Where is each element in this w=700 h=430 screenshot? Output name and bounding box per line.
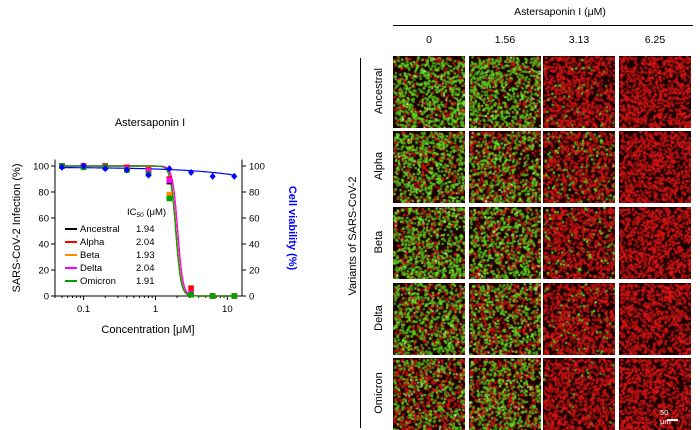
y-axis-label-left: SARS-CoV-2 Infection (%) bbox=[11, 164, 23, 293]
point-omicron bbox=[209, 293, 216, 299]
micrograph-tile bbox=[469, 131, 541, 203]
point-viability bbox=[102, 165, 109, 173]
micrograph-tile bbox=[393, 283, 465, 355]
micrograph-tile bbox=[543, 56, 615, 128]
micrograph-tile bbox=[619, 131, 691, 203]
chart-title: Astersaponin I bbox=[115, 117, 185, 129]
point-viability bbox=[145, 171, 152, 179]
point-omicron bbox=[166, 195, 173, 202]
legend: IC50 (μM) Ancestral 1.94 Alpha 2.04 Beta 1.93… bbox=[65, 207, 166, 287]
scale-bar bbox=[667, 419, 678, 421]
legend-ic50-omicron: 1.91 bbox=[136, 276, 155, 287]
point-delta bbox=[166, 177, 173, 184]
variant-label: Alpha bbox=[373, 151, 385, 181]
point-viability bbox=[231, 172, 238, 180]
micrograph-tile bbox=[619, 358, 691, 430]
point-alpha bbox=[188, 285, 194, 291]
micrograph-tile bbox=[619, 283, 691, 355]
y-tick-label-left: 40 bbox=[38, 240, 49, 251]
legend-header: IC50 (μM) bbox=[127, 207, 166, 219]
y-tick-label-left: 20 bbox=[38, 266, 49, 277]
micrograph-tile bbox=[619, 207, 691, 279]
x-tick-label: 1 bbox=[153, 304, 158, 315]
micrograph-tile bbox=[393, 207, 465, 279]
legend-label-omicron: Omicron bbox=[80, 276, 116, 287]
legend-label-ancestral: Ancestral bbox=[80, 224, 120, 235]
legend-ic50-beta: 1.93 bbox=[136, 250, 155, 261]
micrograph-tile bbox=[393, 358, 465, 430]
y-tick-label-left: 100 bbox=[33, 162, 49, 173]
fit-curves bbox=[61, 165, 235, 297]
concentration-header: 6.25 bbox=[644, 34, 666, 46]
legend-label-alpha: Alpha bbox=[80, 237, 105, 248]
scale-bar-label: 50 μm bbox=[660, 408, 671, 426]
side-divider bbox=[360, 58, 361, 428]
point-viability bbox=[166, 165, 173, 173]
micrograph-tile bbox=[543, 207, 615, 279]
variants-axis-title: Variants of SARS-CoV-2 bbox=[347, 176, 359, 296]
legend-ic50-ancestral: 1.94 bbox=[136, 224, 155, 235]
micrograph-tile bbox=[543, 358, 615, 430]
chart-axes: 0 0 20 20 40 40 60 60 80 80 100 100 0.1 1 10 bbox=[33, 159, 265, 315]
legend-ic50-alpha: 2.04 bbox=[136, 237, 155, 248]
legend-label-beta: Beta bbox=[80, 250, 100, 261]
y-tick-label-right: 0 bbox=[249, 292, 254, 303]
micrograph-tile bbox=[469, 283, 541, 355]
micrograph-tile bbox=[619, 56, 691, 128]
point-viability bbox=[58, 163, 65, 171]
y-tick-label-right: 80 bbox=[249, 188, 260, 199]
y-tick-label-left: 60 bbox=[38, 214, 49, 225]
point-omicron bbox=[188, 291, 194, 298]
point-omicron bbox=[231, 293, 238, 299]
image-panel-title: Astersaponin I (μM) bbox=[514, 6, 606, 18]
y-tick-label-left: 80 bbox=[38, 188, 49, 199]
variant-label: Delta bbox=[373, 305, 385, 331]
micrograph-tile bbox=[469, 56, 541, 128]
variant-label: Ancestral bbox=[373, 68, 385, 114]
x-axis-label: Concentration [μM] bbox=[101, 324, 194, 336]
micrograph-tile bbox=[469, 358, 541, 430]
point-viability bbox=[188, 169, 195, 176]
variant-label: Omicron bbox=[373, 372, 385, 414]
concentration-header: 1.56 bbox=[494, 34, 516, 46]
y-tick-label-left: 0 bbox=[44, 292, 49, 303]
fit-curve-omicron bbox=[61, 165, 235, 297]
header-divider bbox=[393, 25, 693, 26]
y-tick-label-right: 20 bbox=[249, 266, 260, 277]
micrograph-tile bbox=[543, 131, 615, 203]
y-tick-label-right: 40 bbox=[249, 240, 260, 251]
concentration-header: 3.13 bbox=[568, 34, 590, 46]
y-tick-label-right: 100 bbox=[249, 162, 265, 173]
concentration-header: 0 bbox=[426, 34, 432, 46]
y-axis-label-right: Cell viability (%) bbox=[286, 186, 298, 271]
micrograph-tile bbox=[469, 207, 541, 279]
micrograph-tile bbox=[393, 56, 465, 128]
y-tick-label-right: 60 bbox=[249, 214, 260, 225]
legend-label-delta: Delta bbox=[80, 263, 103, 274]
x-tick-label: 0.1 bbox=[77, 304, 90, 315]
x-tick-label: 10 bbox=[222, 304, 233, 315]
point-viability bbox=[80, 162, 87, 170]
variant-label: Beta bbox=[373, 230, 385, 254]
point-viability bbox=[123, 166, 130, 174]
legend-ic50-delta: 2.04 bbox=[136, 263, 155, 274]
micrograph-tile bbox=[393, 131, 465, 203]
micrograph-tile bbox=[543, 283, 615, 355]
point-viability bbox=[209, 172, 216, 180]
data-points bbox=[58, 162, 238, 299]
point-beta bbox=[166, 191, 173, 198]
